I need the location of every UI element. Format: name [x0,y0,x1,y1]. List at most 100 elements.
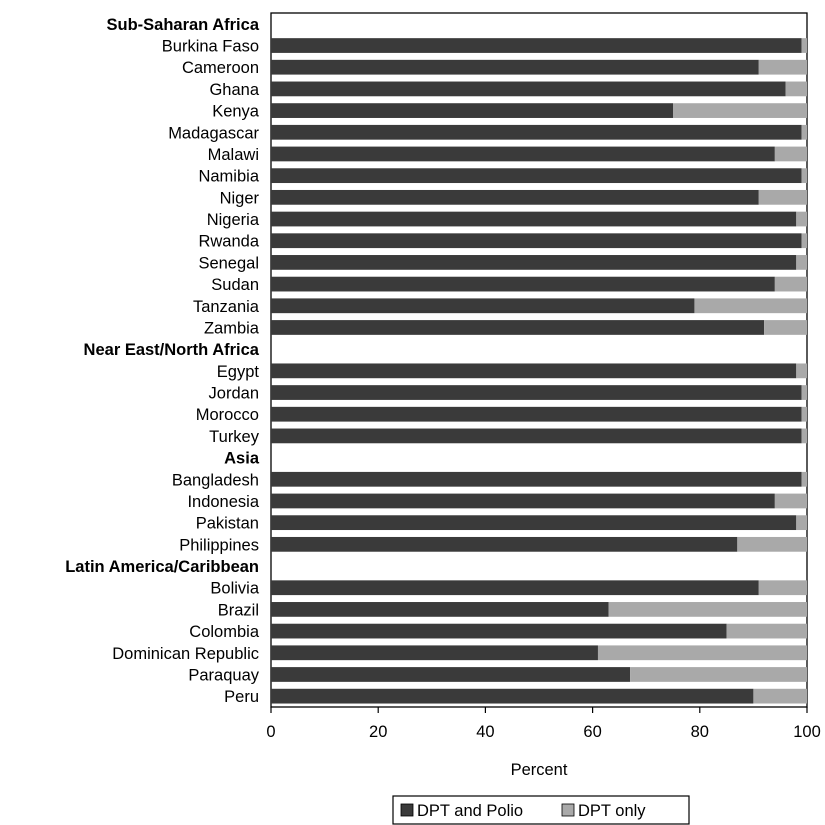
x-tick-label-60: 60 [583,723,601,741]
bar-colombia-dpt-only [726,623,807,639]
bar-cameroon-dpt-and-polio [271,59,759,75]
bar-namibia-dpt-only [801,168,807,184]
bar-dominican-republic-dpt-only [597,645,807,661]
row-label-cameroon: Cameroon [182,59,259,77]
bar-egypt-dpt-only [796,363,807,379]
group-label-sub-saharan-africa: Sub-Saharan Africa [106,16,259,34]
row-label-niger: Niger [220,189,260,207]
row-label-morocco: Morocco [196,406,259,424]
row-label-jordan: Jordan [209,385,259,403]
bar-morocco-dpt-only [801,406,807,422]
row-label-zambia: Zambia [204,319,260,337]
legend-swatch-dpt-and-polio [400,803,414,817]
row-label-kenya: Kenya [212,103,260,121]
bar-peru-dpt-only [753,688,807,704]
row-label-tanzania: Tanzania [193,298,260,316]
bar-ghana-dpt-only [785,81,807,97]
group-label-asia: Asia [224,450,260,468]
bar-malawi-dpt-and-polio [271,146,775,162]
row-label-nigeria: Nigeria [207,211,260,229]
bar-jordan-dpt-only [801,385,807,400]
bars-group [271,38,807,704]
row-label-brazil: Brazil [218,601,259,619]
bar-cameroon-dpt-only [758,59,807,75]
legend: DPT and Polio DPT only [392,795,690,825]
bar-indonesia-dpt-and-polio [271,493,775,509]
group-label-near-east-north-africa: Near East/North Africa [84,341,260,359]
bar-paraquay-dpt-and-polio [271,667,631,682]
bar-burkina-faso-dpt-only [801,38,807,53]
row-label-paraquay: Paraquay [188,666,259,684]
bar-bangladesh-dpt-and-polio [271,471,802,487]
legend-swatch-dpt-only [561,803,575,817]
x-tick-label-0: 0 [266,723,275,741]
row-labels-group: Sub-Saharan Africa Burkina Faso Cameroon Gh… [65,16,260,706]
bar-tanzania-dpt-and-polio [271,298,695,314]
row-label-malawi: Malawi [208,146,259,164]
row-label-colombia: Colombia [189,623,260,641]
bar-philippines-dpt-and-polio [271,536,738,552]
bar-sudan-dpt-only [774,276,807,292]
bar-rwanda-dpt-and-polio [271,233,802,249]
row-label-indonesia: Indonesia [187,493,259,511]
bar-zambia-dpt-only [764,320,807,335]
row-label-peru: Peru [224,688,259,706]
bar-philippines-dpt-only [737,536,807,552]
row-label-bangladesh: Bangladesh [172,471,259,489]
bar-turkey-dpt-and-polio [271,428,802,444]
bar-madagascar-dpt-and-polio [271,124,802,140]
bar-egypt-dpt-and-polio [271,363,797,379]
row-label-egypt: Egypt [217,363,260,381]
bar-malawi-dpt-only [774,146,807,162]
bar-rwanda-dpt-only [801,233,807,249]
row-label-turkey: Turkey [209,428,260,446]
bar-tanzania-dpt-only [694,298,807,314]
bar-niger-dpt-and-polio [271,189,759,205]
bar-kenya-dpt-only [673,103,807,118]
row-label-bolivia: Bolivia [210,580,259,598]
x-tick-label-20: 20 [369,723,387,741]
x-axis-title: Percent [511,761,568,779]
bar-nigeria-dpt-only [796,211,807,227]
row-label-philippines: Philippines [179,536,259,554]
bar-kenya-dpt-and-polio [271,103,673,118]
row-label-burkina-faso: Burkina Faso [162,38,259,56]
bar-brazil-dpt-only [608,602,807,617]
bar-paraquay-dpt-only [630,667,807,682]
group-label-latin-america-caribbean: Latin America/Caribbean [65,558,259,576]
row-label-namibia: Namibia [198,168,259,186]
row-label-senegal: Senegal [198,254,259,272]
bar-senegal-dpt-only [796,255,807,270]
x-tick-label-100: 100 [793,723,821,741]
bar-ghana-dpt-and-polio [271,81,786,97]
bar-morocco-dpt-and-polio [271,406,802,422]
row-label-madagascar: Madagascar [168,124,259,142]
bar-dominican-republic-dpt-and-polio [271,645,598,661]
bar-zambia-dpt-and-polio [271,320,765,335]
bar-bolivia-dpt-only [758,580,807,596]
bar-madagascar-dpt-only [801,124,807,140]
x-axis-ticks: 0 20 40 60 80 100 [266,707,821,741]
bar-pakistan-dpt-only [796,515,807,531]
bar-niger-dpt-only [758,189,807,205]
bar-peru-dpt-and-polio [271,688,754,704]
row-label-dominican-republic: Dominican Republic [112,645,259,663]
bar-turkey-dpt-only [801,428,807,444]
legend-label-dpt-and-polio: DPT and Polio [417,802,523,820]
row-label-rwanda: Rwanda [198,233,259,251]
x-tick-label-80: 80 [691,723,709,741]
row-label-ghana: Ghana [209,81,259,99]
bar-jordan-dpt-and-polio [271,385,802,400]
row-label-sudan: Sudan [211,276,259,294]
x-tick-label-40: 40 [476,723,494,741]
bar-namibia-dpt-and-polio [271,168,802,184]
bar-bolivia-dpt-and-polio [271,580,759,596]
bar-burkina-faso-dpt-and-polio [271,38,802,53]
bar-senegal-dpt-and-polio [271,255,797,270]
legend-border [392,795,690,825]
bar-indonesia-dpt-only [774,493,807,509]
row-label-pakistan: Pakistan [196,515,259,533]
bar-bangladesh-dpt-only [801,471,807,487]
legend-label-dpt-only: DPT only [578,802,646,820]
